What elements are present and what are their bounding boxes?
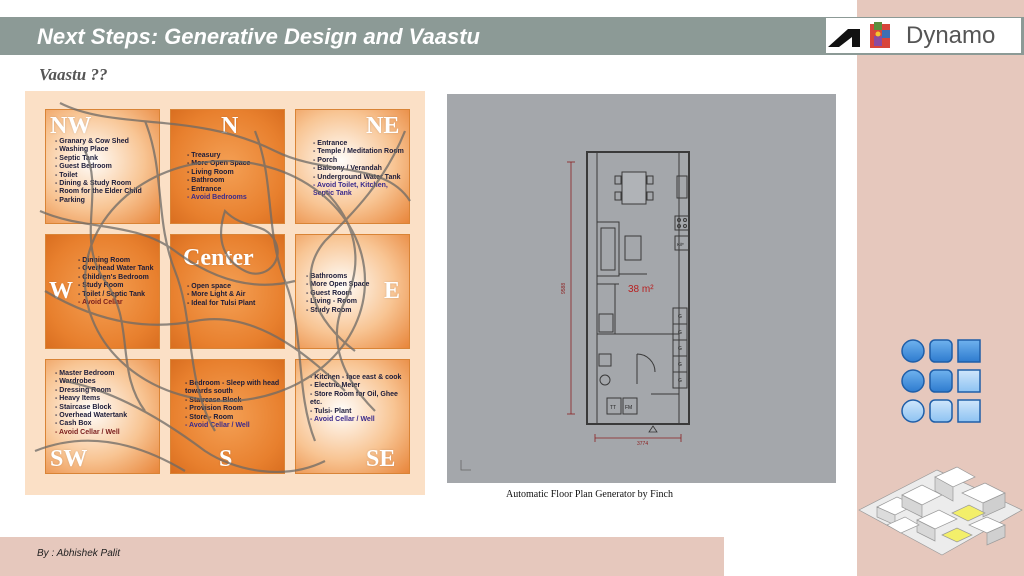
floor-plan-caption: Automatic Floor Plan Generator by Finch <box>506 489 673 500</box>
list-sw: Master Bedroom Wardrobes Dressing Room H… <box>55 370 159 437</box>
subtitle: Vaastu ?? <box>39 65 108 84</box>
list-item: Master Bedroom <box>55 370 159 378</box>
g-label: G <box>678 346 682 352</box>
list-item: Avoid Cellar / Well <box>310 416 406 424</box>
floor-plan-drawing: 38 m² 3774 9588 TT FM K/F G G G G G <box>460 151 690 471</box>
isometric-city-icon <box>858 466 1023 556</box>
list-item: Children's Bedroom <box>78 274 160 282</box>
list-item: Treasury <box>187 152 283 160</box>
floor-plan-image: 38 m² 3774 9588 TT FM K/F G G G G G <box>447 94 836 483</box>
list-item: Provision Room <box>185 405 281 413</box>
list-item: Heavy Items <box>55 395 159 403</box>
vaastu-grid: NW Granary & Cow Shed Washing Place Sept… <box>25 91 425 495</box>
list-item: More Light & Air <box>187 291 283 299</box>
list-item: Wardrobes <box>55 378 159 386</box>
fm-label: FM <box>625 405 632 411</box>
list-item: More Open Space <box>187 160 283 168</box>
vastu-purusha-outline-icon <box>34 102 411 473</box>
dynamo-logo: Dynamo <box>826 18 1021 53</box>
direction-label: NW <box>50 113 92 139</box>
list-item: Kitchen - face east & cook <box>310 374 406 382</box>
autodesk-dynamo-logo-icon <box>828 21 890 48</box>
list-item: Parking <box>55 197 159 205</box>
list-item: Guest Room <box>306 290 390 298</box>
list-item: Toilet <box>55 172 159 180</box>
list-item: Electric Meter <box>310 382 406 390</box>
list-item: Room for the Elder Child <box>55 188 159 196</box>
list-item: Washing Place <box>55 146 159 154</box>
shape-grid-icon <box>901 339 981 423</box>
list-item: Guest Bedroom <box>55 163 159 171</box>
list-item: Bedroom - Sleep with head towards south <box>185 380 281 397</box>
g-label: G <box>678 362 682 368</box>
list-item: Dining & Study Room <box>55 180 159 188</box>
list-item: Living - Room <box>306 298 390 306</box>
list-item: Bathroom <box>187 177 283 185</box>
author-credit: By : Abhishek Palit <box>37 548 121 559</box>
list-item: Dinning Room <box>78 257 160 265</box>
list-n: Treasury More Open Space Living Room Bat… <box>187 152 283 202</box>
list-center: Open space More Light & Air Ideal for Tu… <box>187 283 283 308</box>
list-e: Bathrooms More Open Space Guest Room Liv… <box>306 273 390 315</box>
list-item: Underground Water Tank <box>313 174 409 182</box>
direction-label: S <box>219 446 233 472</box>
cell-s: S Bedroom - Sleep with head towards sout… <box>170 359 285 474</box>
direction-label: SE <box>366 446 396 472</box>
list-item: Bathrooms <box>306 273 390 281</box>
list-item: Cash Box <box>55 420 159 428</box>
list-item: Overhead Watertank <box>55 412 159 420</box>
list-item: Open space <box>187 283 283 291</box>
list-item: Porch <box>313 157 409 165</box>
list-se: Kitchen - face east & cook Electric Mete… <box>310 374 406 424</box>
list-item: More Open Space <box>306 281 390 289</box>
list-item: Avoid Toilet, Kitchen, Septic Tank <box>313 182 409 199</box>
list-item: Granary & Cow Shed <box>55 138 159 146</box>
list-item: Study Room <box>78 282 160 290</box>
list-item: Septic Tank <box>55 155 159 163</box>
cell-w: W Dinning Room Overhead Water Tank Child… <box>45 234 160 349</box>
direction-label: SW <box>50 446 88 472</box>
list-item: Dressing Room <box>55 387 159 395</box>
cell-nw: NW Granary & Cow Shed Washing Place Sept… <box>45 109 160 224</box>
direction-label: NE <box>366 113 400 139</box>
list-item: Study Room <box>306 307 390 315</box>
direction-label: Center <box>183 245 254 271</box>
list-item: Staircase Block <box>55 404 159 412</box>
area-label: 38 m² <box>628 284 654 295</box>
slide-title: Next Steps: Generative Design and Vaastu <box>37 24 480 49</box>
list-item: Avoid Bedrooms <box>187 194 283 202</box>
kf-label: K/F <box>677 242 684 247</box>
list-item: Tulsi- Plant <box>310 408 406 416</box>
list-item: Store - Room <box>185 414 281 422</box>
list-nw: Granary & Cow Shed Washing Place Septic … <box>55 138 159 205</box>
footer-bar <box>0 537 724 576</box>
g-label: G <box>678 378 682 384</box>
tt-label: TT <box>610 405 616 411</box>
list-item: Store Room for Oil, Ghee etc. <box>310 391 406 408</box>
list-item: Overhead Water Tank <box>78 265 160 273</box>
list-ne: Entrance Temple / Meditation Room Porch … <box>313 140 409 199</box>
list-item: Temple / Meditation Room <box>313 148 409 156</box>
list-item: Entrance <box>187 186 283 194</box>
cell-se: SE Kitchen - face east & cook Electric M… <box>295 359 410 474</box>
list-item: Avoid Cellar / Well <box>55 429 159 437</box>
list-item: Entrance <box>313 140 409 148</box>
height-dimension: 9588 <box>561 283 567 294</box>
list-item: Ideal for Tulsi Plant <box>187 300 283 308</box>
width-dimension: 3774 <box>637 441 648 447</box>
cell-ne: NE Entrance Temple / Meditation Room Por… <box>295 109 410 224</box>
list-item: Balcony / Verandah <box>313 165 409 173</box>
list-item: Living Room <box>187 169 283 177</box>
g-label: G <box>678 330 682 336</box>
list-item: Avoid Cellar / Well <box>185 422 281 430</box>
logo-text: Dynamo <box>906 21 996 49</box>
list-item: Avoid Cellar <box>78 299 160 307</box>
g-label: G <box>678 314 682 320</box>
